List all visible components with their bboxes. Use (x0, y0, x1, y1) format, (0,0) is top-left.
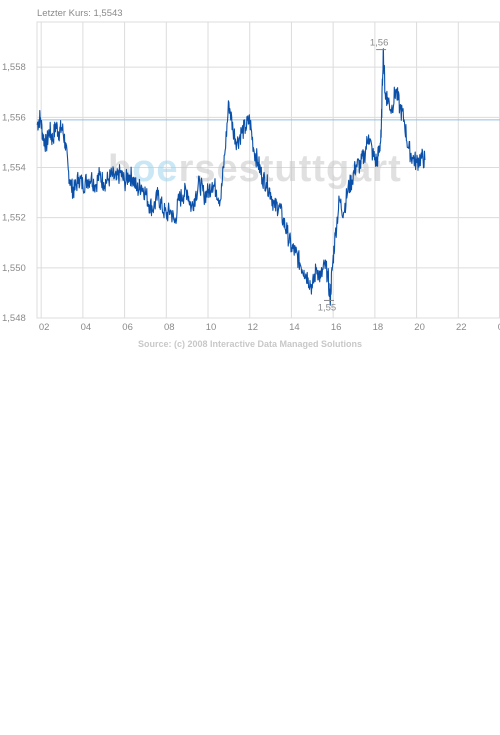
y-tick-label-1,556: 1,556 (2, 112, 26, 123)
source-note: Source: (c) 2008 Interactive Data Manage… (138, 339, 362, 349)
x-tick-label-14: 14 (289, 322, 300, 333)
x-tick-label-04: 04 (81, 322, 92, 333)
y-axis-labels: 1,548 1,550 1,552 1,554 1,556 1,558 (2, 62, 26, 324)
x-tick-label-20: 20 (414, 322, 425, 333)
x-tick-label-22: 22 (456, 322, 467, 333)
x-tick-label-16: 16 (331, 322, 342, 333)
annotations: 1,56 1,55 (318, 38, 389, 314)
y-tick-label-1,558: 1,558 (2, 62, 26, 73)
x-axis-labels: 02 04 06 08 10 12 14 16 18 20 22 00 (39, 322, 500, 333)
x-tick-label-12: 12 (247, 322, 258, 333)
y-tick-label-1,550: 1,550 (2, 263, 26, 274)
y-tick-label-1,548: 1,548 (2, 313, 26, 324)
x-tick-label-10: 10 (206, 322, 217, 333)
x-tick-label-00: 00 (498, 322, 500, 333)
y-tick-label-1,554: 1,554 (2, 162, 26, 173)
max-label: 1,56 (370, 38, 389, 49)
min-label: 1,55 (318, 302, 337, 313)
x-tick-label-18: 18 (373, 322, 384, 333)
last-price-label: Letzter Kurs: 1,5543 (37, 8, 123, 19)
chart-grid (36, 21, 500, 319)
x-tick-label-06: 06 (122, 322, 133, 333)
price-series-line (36, 48, 426, 306)
x-tick-label-08: 08 (164, 322, 175, 333)
y-tick-label-1,552: 1,552 (2, 213, 26, 224)
price-chart: Letzter Kurs: 1,5543 boersestuttgart 1,5… (2, 8, 500, 349)
x-tick-label-02: 02 (39, 322, 50, 333)
